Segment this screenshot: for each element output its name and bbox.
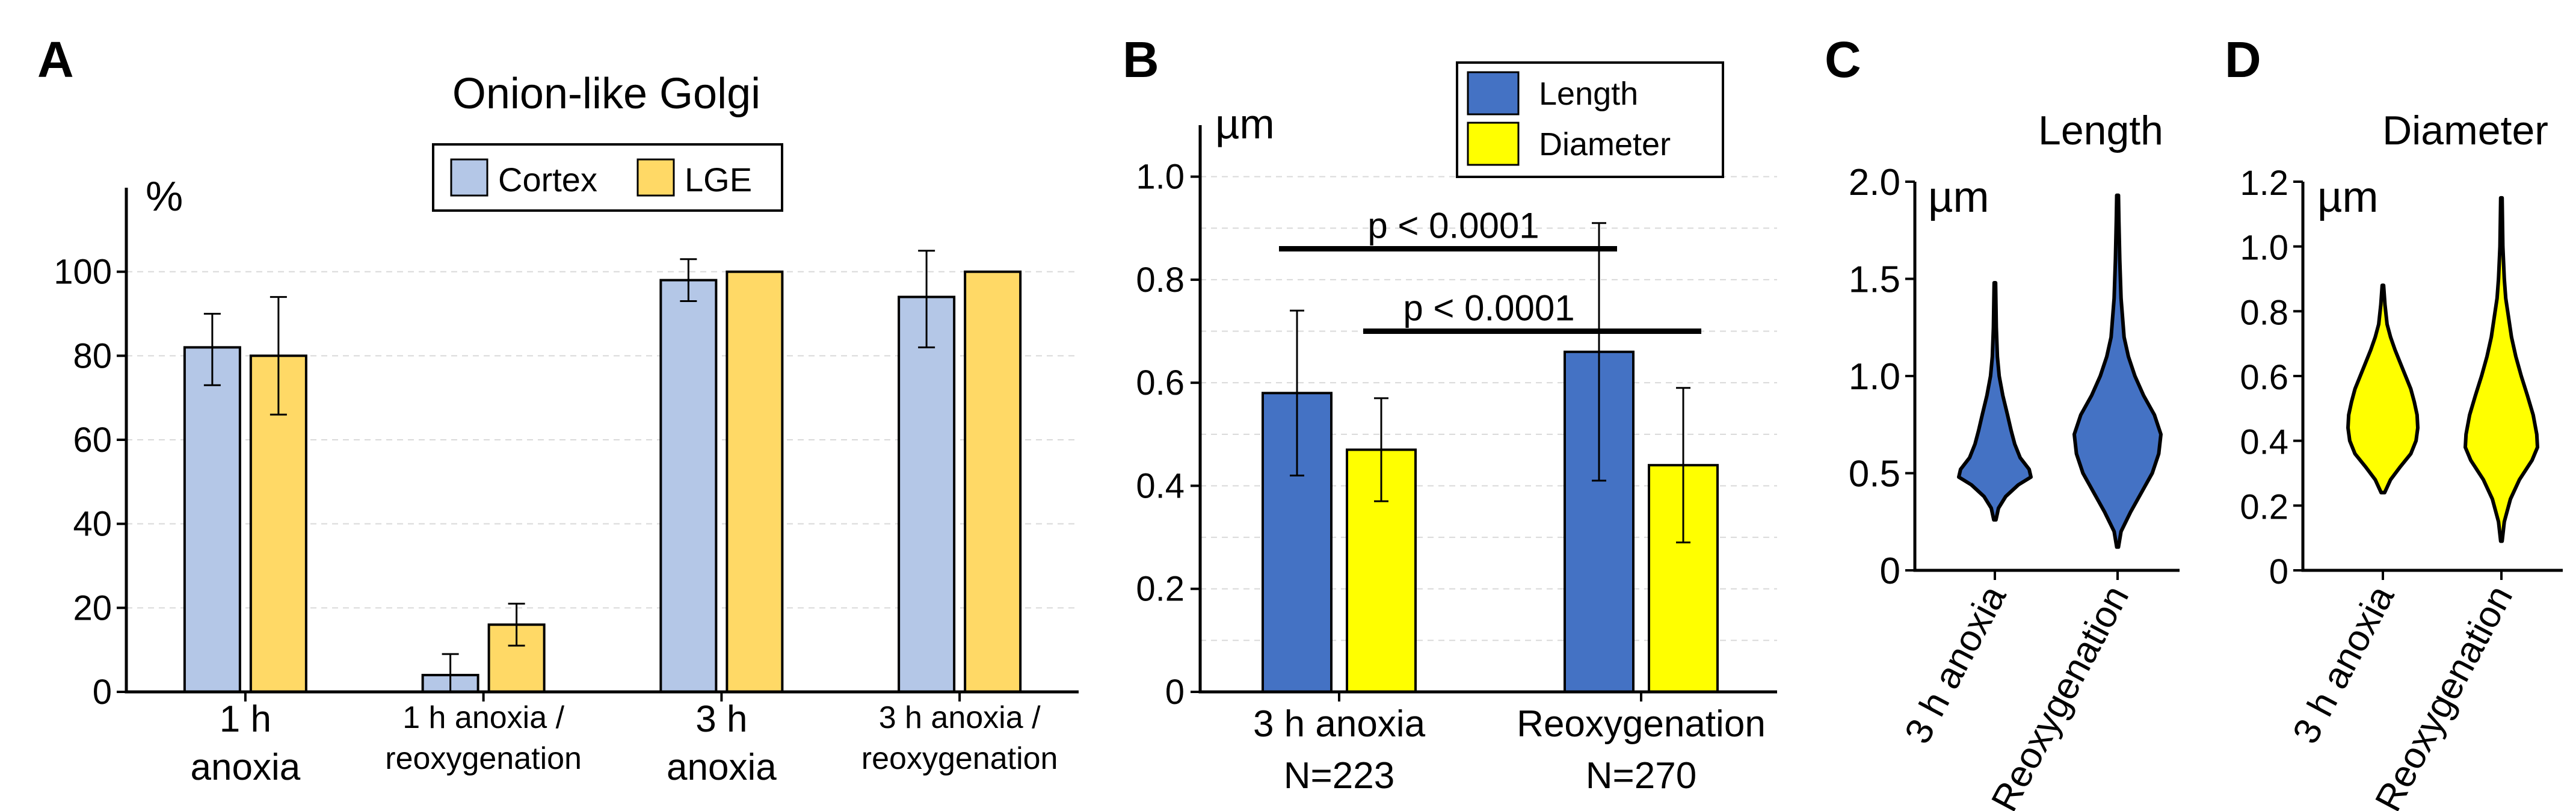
- panel-c-unit-label: µm: [1928, 173, 1989, 221]
- panel-a-legend-swatch: [450, 158, 488, 197]
- panel-a-ytick-label: 80: [73, 336, 112, 375]
- panel-a-xtick-label: 1 h: [220, 698, 271, 740]
- panel-d-ytick-label: 1.2: [2240, 164, 2288, 203]
- panel-b-p-value: p < 0.0001: [1367, 206, 1539, 246]
- panel-c-violin-plot: Length µm 0 0.5 1.0 1.5 2.0 3 h anoxiaReoxyg…: [1849, 108, 2180, 811]
- panel-a-xtick-label: 3 h: [695, 698, 747, 740]
- panel-b-error-bar: [1374, 397, 1388, 502]
- panel-d-ytick-label: 0.2: [2240, 487, 2288, 526]
- panel-d-violin-plot: Diameter µm 0 0.2 0.4 0.6 0.8 1.0 1.2 3 h anox…: [2240, 108, 2563, 811]
- panel-a-bar: [964, 270, 1022, 693]
- panel-d-ytick-label: 0.8: [2240, 293, 2288, 332]
- panel-a-ytick-label: 40: [73, 505, 112, 544]
- panel-a-legend-box: [432, 143, 783, 212]
- panel-b-legend-label: Length: [1539, 76, 1638, 112]
- panel-b-legend-swatch: [1467, 122, 1520, 166]
- panel-c-axes: [1913, 182, 2180, 572]
- panel-a-error-bar: [203, 313, 221, 386]
- panel-a-error-bar: [680, 258, 697, 303]
- panel-a-xtick-label: reoxygenation: [861, 741, 1058, 776]
- panel-a-bar-chart: Onion-like Golgi % 0 20 40 60 80 100 1 h anoxi…: [54, 70, 1079, 788]
- panel-a-ytick-label: 20: [73, 588, 112, 628]
- panel-c-ytick-label: 2.0: [1849, 162, 1900, 203]
- panel-c-violin: [1957, 280, 2033, 522]
- panel-d-title: Diameter: [2382, 108, 2548, 153]
- panel-a-ytick-label: 60: [73, 421, 112, 460]
- panel-c-xtick-label: 3 h anoxia: [1897, 579, 2014, 750]
- panel-b-ytick-label: 0.4: [1136, 466, 1185, 505]
- panel-c-ytick-label: 0.5: [1849, 454, 1900, 495]
- panel-a-xtick-label: 3 h anoxia /: [879, 700, 1041, 735]
- panel-c-ytick-label: 0: [1880, 550, 1900, 592]
- panel-a-xtick-label: anoxia: [191, 747, 301, 788]
- panel-a-error-bar: [508, 602, 525, 647]
- panel-d-ytick-label: 0.6: [2240, 358, 2288, 397]
- panel-b-error-bar: [1290, 309, 1304, 476]
- panel-d-axes: [2301, 182, 2563, 572]
- panel-a-title: Onion-like Golgi: [452, 70, 760, 118]
- panel-b-legend-swatch: [1467, 71, 1520, 116]
- panel-a-bar: [726, 270, 784, 693]
- panel-b-axes: [1198, 125, 1777, 694]
- panel-d-xtick-label: 3 h anoxia: [2285, 579, 2402, 750]
- panel-b-unit-label: µm: [1215, 100, 1275, 147]
- panel-b-legend: Length Diameter: [1456, 61, 1724, 178]
- panel-b-xtick-label: Reoxygenation: [1517, 703, 1766, 745]
- panel-d-violin: [2346, 283, 2420, 495]
- panel-a-xtick-label: reoxygenation: [385, 741, 582, 776]
- panel-b-ytick-label: 0.8: [1136, 261, 1185, 300]
- panel-a-ytick-label: 100: [54, 253, 112, 292]
- panel-b-error-bar: [1592, 222, 1606, 482]
- panel-d-ytick-label: 1.0: [2240, 229, 2288, 268]
- panel-a-ytick-label: 0: [93, 673, 112, 712]
- panel-b-xtick-label: 3 h anoxia: [1253, 703, 1426, 745]
- panel-a-bar: [898, 295, 956, 694]
- panel-b-ytick-label: 0.6: [1136, 363, 1185, 402]
- panel-label-d: D: [2225, 31, 2261, 88]
- panel-c-violin: [2072, 193, 2163, 549]
- panel-b-ytick-label: 0: [1165, 673, 1185, 712]
- panel-b-xtick-label: N=270: [1586, 755, 1696, 797]
- panel-c-ytick-label: 1.0: [1849, 356, 1900, 398]
- panel-c-ytick-label: 1.5: [1849, 259, 1900, 301]
- panel-d-violin: [2464, 196, 2539, 543]
- panel-a-xtick-label: anoxia: [667, 747, 777, 788]
- panel-a-legend-label: Cortex: [498, 161, 597, 199]
- panel-d-unit-label: µm: [2317, 173, 2378, 221]
- panel-a-error-bar: [918, 250, 935, 348]
- panel-a-bar: [183, 346, 241, 693]
- panel-label-a: A: [37, 31, 74, 88]
- panel-c-title: Length: [2038, 108, 2163, 153]
- panel-b-legend-label: Diameter: [1539, 126, 1671, 162]
- panel-label-b: B: [1123, 31, 1159, 88]
- panel-b-p-value: p < 0.0001: [1403, 288, 1574, 328]
- panel-a-xtick-label: 1 h anoxia /: [402, 700, 564, 735]
- panel-a-bar: [659, 279, 718, 693]
- panel-b-bar-chart: µm p < 0.0001 p < 0.0001 0 0.2 0.4 0.6 0.8 1.0…: [1136, 61, 1777, 797]
- panel-d-ytick-label: 0: [2269, 552, 2288, 591]
- panel-b-xtick-label: N=223: [1284, 755, 1394, 797]
- panel-d-ytick-label: 0.4: [2240, 423, 2288, 462]
- panel-c-xtick-label: Reoxygenation: [1983, 579, 2137, 811]
- panel-label-c: C: [1825, 31, 1861, 88]
- panel-b-ytick-label: 1.0: [1136, 158, 1185, 197]
- panel-b-error-bar: [1676, 387, 1690, 544]
- panel-a-error-bar: [270, 296, 287, 416]
- panel-a-axes: [125, 188, 1079, 694]
- panel-a-unit-label: %: [146, 173, 183, 220]
- panel-a-legend: Cortex LGE: [432, 143, 783, 212]
- panel-a-legend-label: LGE: [685, 161, 752, 199]
- panel-a-legend-swatch: [636, 158, 675, 197]
- panel-b-ytick-label: 0.2: [1136, 570, 1185, 609]
